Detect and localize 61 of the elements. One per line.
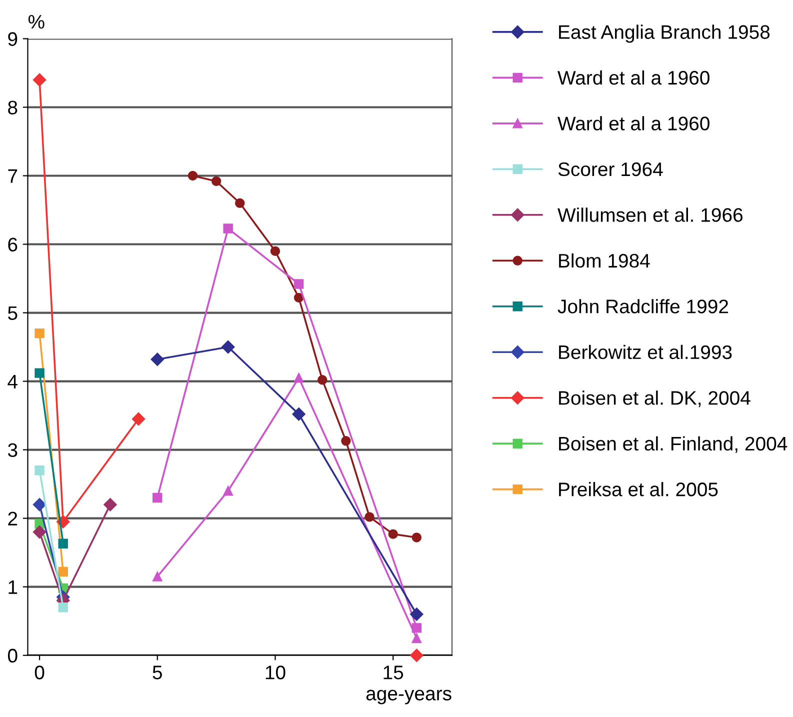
- point: [318, 375, 328, 385]
- legend-label: East Anglia Branch 1958: [559, 24, 770, 43]
- point: [34, 328, 44, 338]
- legend-label: Ward et al a 1960: [558, 70, 710, 85]
- legend-label: Boisen et al. DK, 2004: [559, 390, 750, 408]
- point: [32, 498, 46, 512]
- point: [388, 529, 398, 539]
- x-tick-label: 10: [266, 666, 286, 680]
- x-tick-label: 5: [152, 666, 162, 680]
- legend-label: Willumsen et al. 1966: [558, 208, 742, 222]
- point: [412, 633, 422, 644]
- y-tick-label: 7: [8, 169, 18, 183]
- x-axis-title: age-years: [366, 690, 452, 704]
- point: [294, 292, 304, 303]
- point: [341, 436, 351, 446]
- x-tick-label: 15: [384, 666, 404, 680]
- point: [32, 525, 46, 539]
- point: [58, 566, 68, 577]
- legend-label: Preiksa et al. 2005: [559, 482, 718, 496]
- point: [222, 340, 235, 354]
- y-tick-label: 6: [8, 238, 18, 252]
- y-tick-label: 8: [8, 100, 18, 114]
- point: [223, 224, 233, 234]
- y-tick-label: 4: [8, 374, 18, 388]
- point: [410, 608, 424, 621]
- point: [412, 623, 422, 633]
- y-tick-label: 3: [8, 443, 18, 458]
- y-tick-label: 0: [8, 648, 18, 663]
- point: [188, 170, 198, 181]
- legend-label: John Radcliffe 1992: [558, 299, 728, 314]
- y-axis-title: %: [28, 15, 44, 29]
- point: [34, 465, 44, 476]
- point: [132, 412, 146, 426]
- point: [235, 198, 245, 208]
- point: [223, 486, 233, 496]
- point: [292, 408, 306, 421]
- point: [58, 602, 68, 612]
- y-tick-label: 2: [8, 512, 18, 526]
- y-tick-label: 1: [8, 580, 18, 594]
- legend-label: Blom 1984: [559, 253, 650, 268]
- point: [152, 492, 162, 503]
- point: [211, 176, 222, 186]
- point: [294, 279, 304, 289]
- point: [294, 372, 304, 383]
- legend-label: Boisen et al. Finland, 2004: [559, 436, 788, 453]
- legend-label: Berkowitz et al.1993: [559, 344, 732, 360]
- point: [104, 498, 117, 512]
- point: [152, 572, 162, 582]
- x-tick-label: 0: [34, 666, 44, 680]
- point: [412, 532, 422, 542]
- point: [58, 538, 68, 549]
- point: [410, 648, 424, 662]
- point: [150, 352, 164, 366]
- legend-label: Scorer 1964: [558, 162, 663, 176]
- y-tick-label: 5: [8, 306, 18, 320]
- point: [32, 73, 46, 86]
- point: [364, 512, 374, 522]
- point: [34, 368, 44, 378]
- legend-label: Ward et al a 1960: [558, 116, 710, 130]
- point: [270, 246, 280, 256]
- y-tick-label: 9: [8, 32, 18, 46]
